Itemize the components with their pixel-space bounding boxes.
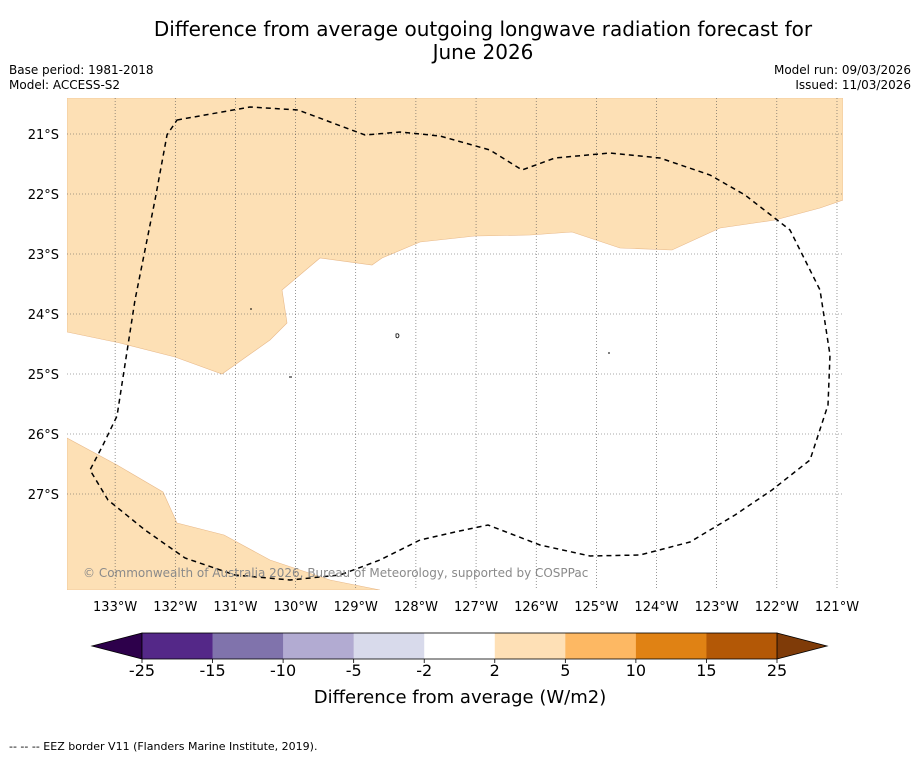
colorbar-tick-label: 5: [560, 661, 570, 680]
colorbar-tick-label: 15: [696, 661, 716, 680]
copyright-text: © Commonwealth of Australia 2026, Bureau…: [83, 566, 588, 580]
chart-title: Difference from average outgoing longwav…: [0, 18, 919, 64]
longitude-tick-label: 132°W: [153, 600, 197, 615]
colorbar-over-extend: [776, 632, 829, 660]
island-marker: [250, 308, 610, 378]
longitude-tick-label: 133°W: [93, 600, 137, 615]
colorbar-segment: [706, 633, 778, 659]
colorbar: -25 -15 -10 -5 -2 2 5 10 15 25: [90, 632, 829, 680]
colorbar-tick-label: -2: [416, 661, 432, 680]
longitude-tick-label: 121°W: [815, 600, 859, 615]
latitude-labels: 21°S 22°S 23°S 24°S 25°S 26°S 27°S: [28, 128, 59, 503]
colorbar-segment: [565, 633, 637, 659]
latitude-tick-label: 25°S: [28, 368, 59, 383]
anomaly-region-north: [67, 98, 843, 375]
colorbar-under-extend: [90, 632, 143, 660]
longitude-tick-label: 126°W: [514, 600, 558, 615]
colorbar-tick-label: 2: [490, 661, 500, 680]
latitude-tick-label: 23°S: [28, 248, 59, 263]
title-line-2: June 2026: [432, 40, 534, 64]
colorbar-segment: [142, 633, 213, 659]
colorbar-tick-label: -10: [270, 661, 296, 680]
colorbar-tick-label: -15: [199, 661, 225, 680]
map-area: © Commonwealth of Australia 2026, Bureau…: [67, 98, 843, 590]
longitude-tick-label: 123°W: [695, 600, 739, 615]
island-marker: [395, 333, 400, 339]
issued-date: Issued: 11/03/2026: [795, 78, 911, 92]
colorbar-segment: [353, 633, 425, 659]
gridlines: [67, 98, 843, 590]
longitude-labels: 133°W 132°W 131°W 130°W 129°W 128°W 127°W 126°W…: [93, 600, 859, 615]
colorbar-tick-label: -25: [129, 661, 155, 680]
colorbar-segment: [424, 633, 496, 659]
longitude-tick-label: 122°W: [755, 600, 799, 615]
colorbar-segment: [283, 633, 354, 659]
model-name: Model: ACCESS-S2: [9, 78, 121, 92]
latitude-tick-label: 26°S: [28, 428, 59, 443]
longitude-tick-label: 125°W: [574, 600, 618, 615]
longitude-tick-label: 127°W: [454, 600, 498, 615]
colorbar-tick-label: 10: [626, 661, 646, 680]
colorbar-segment: [635, 633, 707, 659]
eez-border: [89, 106, 831, 581]
longitude-tick-label: 124°W: [634, 600, 678, 615]
model-run: Model run: 09/03/2026: [773, 63, 911, 77]
colorbar-segment: [494, 633, 566, 659]
longitude-tick-label: 130°W: [274, 600, 318, 615]
latitude-tick-label: 27°S: [28, 488, 59, 503]
base-period: Base period: 1981-2018: [9, 63, 154, 77]
longitude-tick-label: 129°W: [334, 600, 378, 615]
longitude-tick-label: 131°W: [213, 600, 257, 615]
latitude-tick-label: 24°S: [28, 308, 59, 323]
meta-left: Base period: 1981-2018 Model: ACCESS-S2: [9, 63, 154, 93]
colorbar-tick-label: -5: [346, 661, 362, 680]
longitude-tick-label: 128°W: [394, 600, 438, 615]
colorbar-frame: [141, 632, 778, 660]
colorbar-tick-label: 25: [767, 661, 787, 680]
anomaly-region-south: [67, 437, 381, 590]
latitude-tick-label: 21°S: [28, 128, 59, 143]
footer-note: -- -- -- EEZ border V11 (Flanders Marine…: [9, 740, 318, 753]
latitude-tick-label: 22°S: [28, 188, 59, 203]
colorbar-label: Difference from average (W/m2): [314, 687, 606, 708]
colorbar-segment: [212, 633, 284, 659]
meta-right: Model run: 09/03/2026 Issued: 11/03/2026: [774, 63, 911, 93]
title-line-1: Difference from average outgoing longwav…: [153, 17, 813, 41]
